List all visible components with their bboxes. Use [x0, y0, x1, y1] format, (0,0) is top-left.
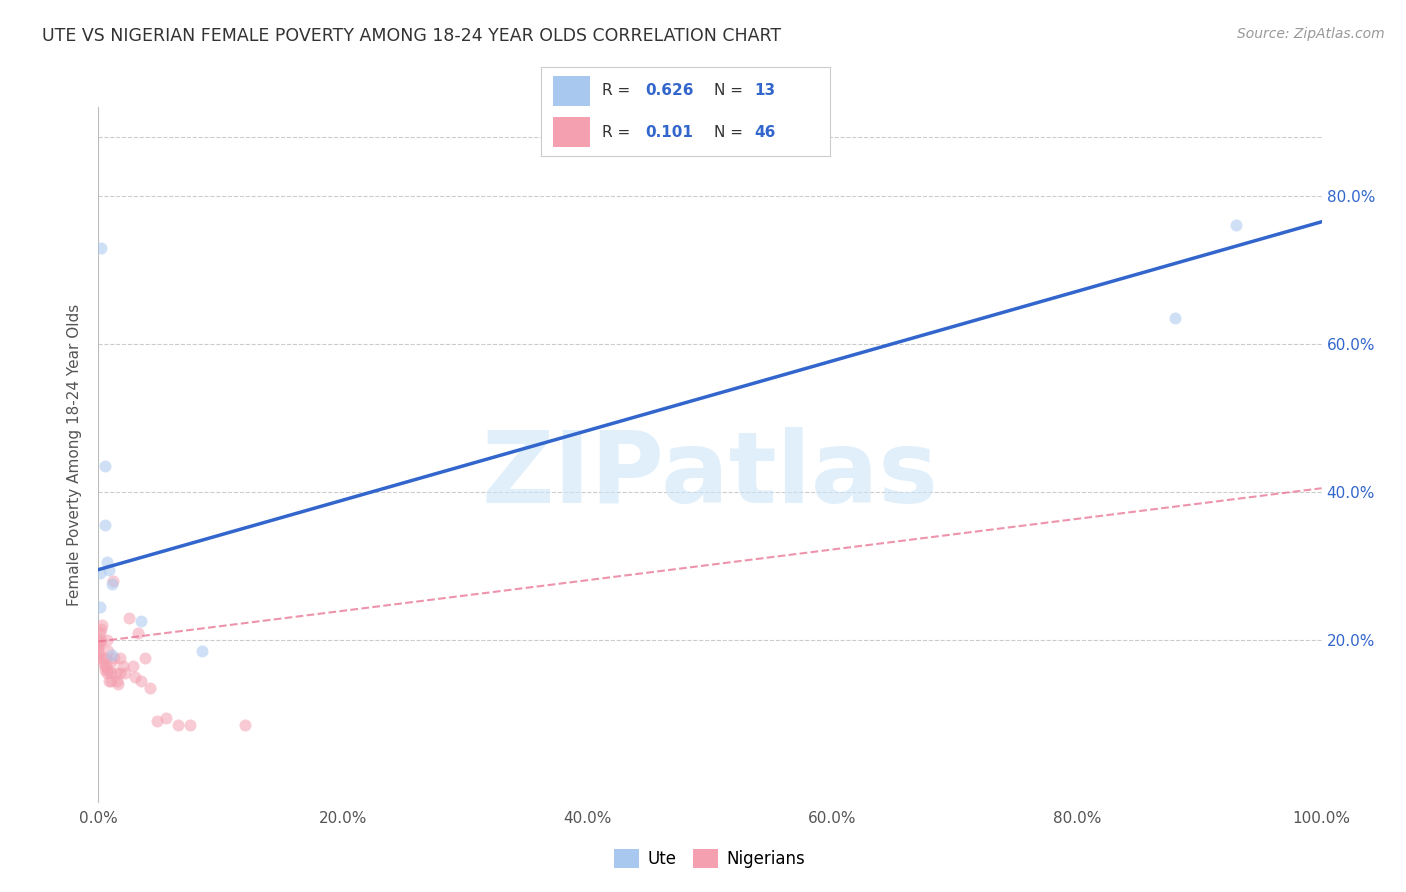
Point: [107, 677, 129, 691]
Point: [114, 666, 136, 681]
Text: 46: 46: [755, 125, 776, 139]
Point: [146, 714, 169, 729]
Point: [104, 666, 127, 681]
Y-axis label: Female Poverty Among 18-24 Year Olds: Female Poverty Among 18-24 Year Olds: [67, 304, 83, 606]
Point: [103, 651, 125, 665]
Text: 0.626: 0.626: [645, 84, 693, 98]
Point: [98, 673, 121, 688]
Point: [90, 622, 112, 636]
Point: [97, 663, 120, 677]
Bar: [553, 117, 591, 147]
Point: [134, 651, 156, 665]
Point: [96, 555, 118, 569]
Point: [155, 711, 177, 725]
Point: [93, 518, 115, 533]
Point: [93, 458, 115, 473]
Point: [87, 637, 110, 651]
Point: [87, 651, 110, 665]
Text: R =: R =: [602, 84, 636, 98]
Point: [90, 241, 112, 255]
Point: [91, 655, 114, 669]
Point: [105, 673, 128, 688]
Point: [90, 632, 112, 647]
Text: UTE VS NIGERIAN FEMALE POVERTY AMONG 18-24 YEAR OLDS CORRELATION CHART: UTE VS NIGERIAN FEMALE POVERTY AMONG 18-…: [42, 27, 782, 45]
Point: [191, 644, 214, 658]
Point: [89, 599, 111, 614]
Point: [110, 666, 132, 681]
Point: [87, 632, 110, 647]
Text: 13: 13: [755, 84, 776, 98]
Point: [127, 625, 149, 640]
Text: Source: ZipAtlas.com: Source: ZipAtlas.com: [1237, 27, 1385, 41]
Point: [101, 648, 124, 662]
Point: [97, 644, 120, 658]
Point: [94, 658, 117, 673]
Point: [124, 670, 146, 684]
Point: [111, 658, 134, 673]
Point: [233, 718, 256, 732]
Point: [100, 666, 122, 681]
Point: [179, 718, 201, 732]
Text: ZIPatlas: ZIPatlas: [482, 427, 938, 524]
Point: [1225, 219, 1247, 233]
Point: [91, 618, 114, 632]
Point: [98, 563, 121, 577]
Point: [118, 611, 141, 625]
Point: [87, 644, 110, 658]
Point: [89, 637, 111, 651]
Point: [101, 574, 124, 588]
Point: [121, 658, 143, 673]
Point: [129, 615, 152, 629]
Text: R =: R =: [602, 125, 636, 139]
Point: [96, 666, 118, 681]
Point: [93, 658, 115, 673]
Point: [94, 651, 117, 665]
Point: [89, 625, 111, 640]
Point: [89, 566, 111, 581]
Point: [100, 655, 122, 669]
Text: N =: N =: [714, 84, 748, 98]
Point: [87, 648, 110, 662]
Point: [100, 673, 122, 688]
Point: [87, 640, 110, 655]
Text: 0.101: 0.101: [645, 125, 693, 139]
Point: [167, 718, 190, 732]
Point: [93, 663, 115, 677]
Point: [96, 632, 118, 647]
Point: [101, 577, 124, 591]
Point: [139, 681, 162, 695]
Point: [110, 651, 132, 665]
Point: [91, 651, 114, 665]
Point: [129, 673, 152, 688]
Legend: Ute, Nigerians: Ute, Nigerians: [607, 842, 813, 874]
Point: [1164, 310, 1187, 325]
Text: N =: N =: [714, 125, 748, 139]
Bar: [553, 76, 591, 106]
